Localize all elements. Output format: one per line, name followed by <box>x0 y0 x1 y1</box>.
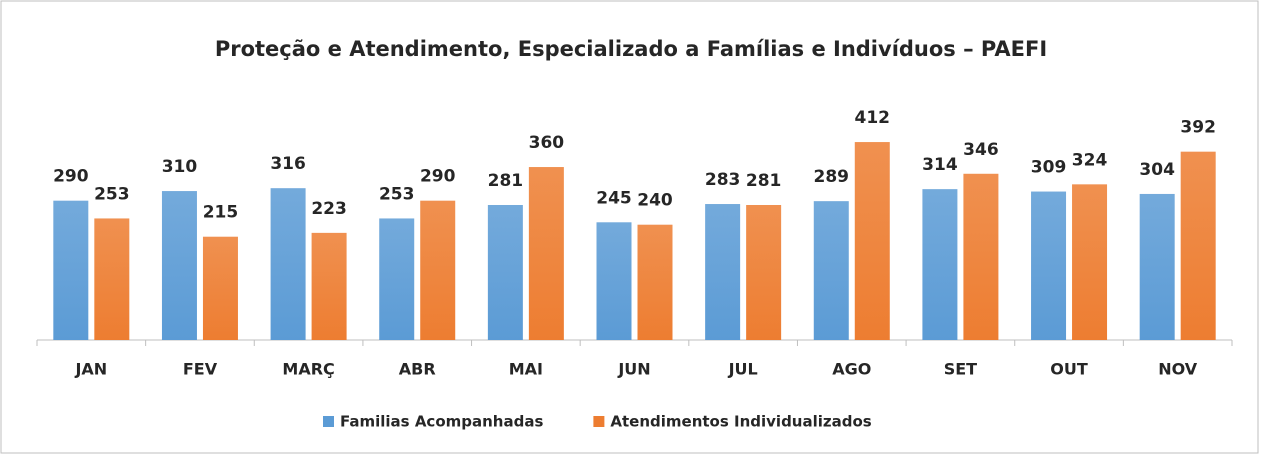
value-label: 290 <box>53 167 89 187</box>
bar <box>270 188 306 340</box>
bar <box>705 204 741 340</box>
x-tick-label: NOV <box>1158 360 1198 379</box>
bar <box>596 222 632 340</box>
x-tick-label: JUN <box>617 360 650 379</box>
value-label: 392 <box>1180 118 1216 138</box>
bar <box>161 191 197 340</box>
x-tick-label: AGO <box>832 360 871 379</box>
legend-swatch <box>323 416 334 427</box>
value-label: 289 <box>814 167 850 187</box>
bar <box>813 201 849 340</box>
legend-label: Atendimentos Individualizados <box>610 413 871 431</box>
value-label: 304 <box>1139 160 1175 180</box>
value-label: 309 <box>1031 158 1067 178</box>
value-label: 215 <box>203 203 239 223</box>
value-label: 253 <box>94 184 130 204</box>
bar <box>1072 184 1108 340</box>
value-label: 240 <box>637 191 673 211</box>
x-tick-label: ABR <box>399 360 436 379</box>
bar <box>420 200 456 340</box>
value-label: 360 <box>529 133 565 153</box>
value-label: 223 <box>311 199 347 219</box>
value-label: 253 <box>379 184 415 204</box>
chart-title: Proteção e Atendimento, Especializado a … <box>215 37 1047 61</box>
bar <box>637 224 673 340</box>
bar <box>1031 191 1067 340</box>
value-label: 245 <box>596 188 632 208</box>
x-tick-label: FEV <box>183 360 218 379</box>
bar <box>963 173 999 340</box>
value-label: 290 <box>420 167 456 187</box>
value-label: 281 <box>488 171 524 191</box>
value-label: 324 <box>1072 150 1108 170</box>
bar <box>487 204 523 340</box>
bar <box>528 167 564 340</box>
x-tick-label: JUL <box>728 360 758 379</box>
bar <box>1180 151 1216 340</box>
bar <box>202 236 238 340</box>
value-label: 281 <box>746 171 782 191</box>
bar <box>854 142 890 340</box>
bar <box>311 232 347 340</box>
bar <box>379 218 415 340</box>
legend-label: Familias Acompanhadas <box>340 413 543 431</box>
legend-swatch <box>593 416 605 427</box>
bar <box>53 200 89 340</box>
bar <box>922 189 958 340</box>
value-label: 412 <box>855 108 891 128</box>
bar <box>746 204 782 340</box>
x-tick-label: JAN <box>74 360 107 379</box>
value-label: 346 <box>963 140 999 160</box>
value-label: 283 <box>705 170 741 190</box>
bar <box>94 218 130 340</box>
x-tick-label: OUT <box>1050 360 1088 379</box>
bar <box>1139 193 1175 340</box>
x-tick-label: MARÇ <box>282 360 334 379</box>
x-tick-label: SET <box>944 360 977 379</box>
x-tick-label: MAI <box>509 360 543 379</box>
value-label: 314 <box>922 155 958 175</box>
value-label: 316 <box>270 154 306 174</box>
value-label: 310 <box>162 157 198 177</box>
